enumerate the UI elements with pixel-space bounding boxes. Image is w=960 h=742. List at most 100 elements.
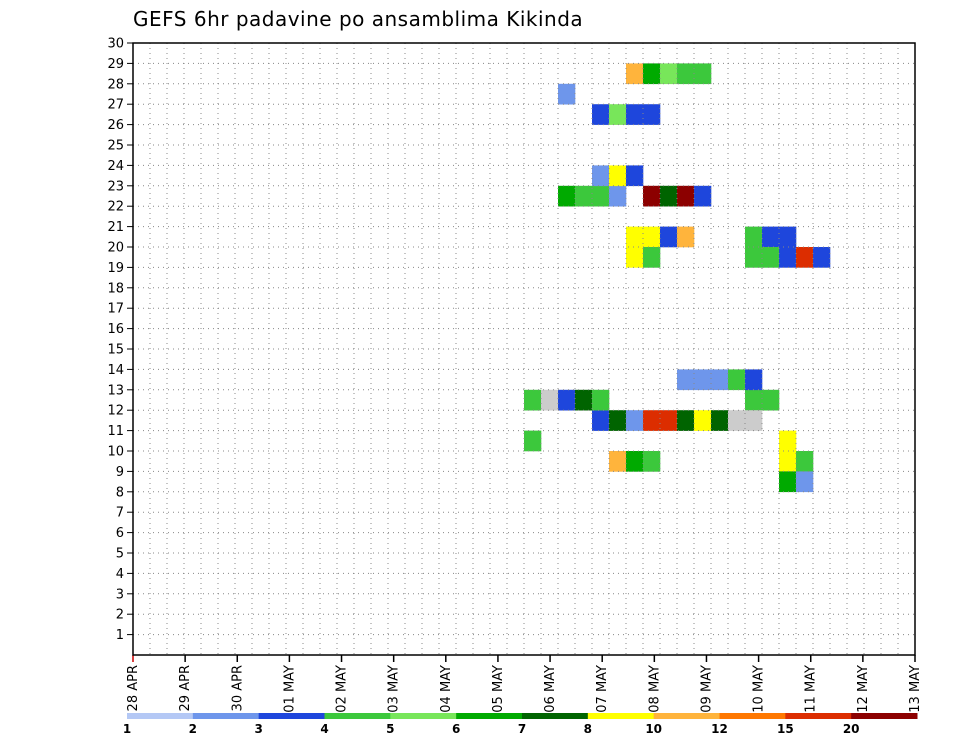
x-tick-label: 30 APR xyxy=(230,665,245,711)
heatmap-cell xyxy=(779,226,797,248)
legend-label: 5 xyxy=(386,722,394,736)
y-tick-label: 1 xyxy=(116,628,124,643)
x-tick-label: 04 MAY xyxy=(439,665,454,713)
heatmap-cell xyxy=(541,389,559,411)
x-tick-label: 08 MAY xyxy=(647,665,662,713)
legend-label: 12 xyxy=(711,722,728,736)
x-tick-label: 02 MAY xyxy=(335,665,350,713)
heatmap-cell xyxy=(592,165,610,187)
heatmap-cell xyxy=(711,369,729,391)
heatmap-cell xyxy=(660,226,678,248)
x-tick-label: 06 MAY xyxy=(543,665,558,713)
y-tick-label: 3 xyxy=(116,587,124,602)
heatmap-cell xyxy=(796,471,814,493)
heatmap-cell xyxy=(643,247,661,268)
heatmap-cells xyxy=(524,63,831,493)
heatmap-cell xyxy=(677,226,695,248)
heatmap-cell xyxy=(643,63,661,85)
x-tick-label: 07 MAY xyxy=(595,665,610,713)
heatmap-cell xyxy=(779,430,797,452)
heatmap-cell xyxy=(626,63,644,85)
heatmap-cell xyxy=(711,410,729,431)
legend-swatch xyxy=(390,713,457,719)
y-tick-label: 25 xyxy=(107,139,124,154)
plot-frame xyxy=(132,42,916,656)
y-axis: 1234567891011121314151617181920212223242… xyxy=(107,37,133,643)
y-tick-label: 30 xyxy=(107,37,124,52)
legend-label: 3 xyxy=(254,722,262,736)
y-tick-label: 13 xyxy=(107,383,124,398)
y-tick-label: 9 xyxy=(116,465,124,480)
y-tick-label: 5 xyxy=(116,547,124,562)
y-tick-label: 12 xyxy=(107,404,124,419)
heatmap-cell xyxy=(745,226,763,248)
heatmap-cell xyxy=(677,410,695,431)
y-tick-label: 7 xyxy=(116,506,124,521)
y-tick-label: 24 xyxy=(107,159,124,174)
heatmap-cell xyxy=(694,369,712,391)
heatmap-cell xyxy=(609,104,627,125)
heatmap-cell xyxy=(558,83,576,105)
y-tick-label: 2 xyxy=(116,608,124,623)
heatmap-cell xyxy=(796,247,814,268)
heatmap-cell xyxy=(745,389,763,411)
heatmap-cell xyxy=(660,63,678,85)
y-tick-label: 11 xyxy=(107,424,124,439)
legend-swatch xyxy=(587,713,655,719)
heatmap-cell xyxy=(592,185,610,207)
heatmap-cell xyxy=(762,247,780,268)
heatmap-cell xyxy=(609,451,627,472)
heatmap-cell xyxy=(609,185,627,207)
heatmap-cell xyxy=(745,247,763,268)
heatmap-cell xyxy=(626,226,644,248)
y-tick-label: 23 xyxy=(107,179,124,194)
y-tick-label: 21 xyxy=(107,220,124,235)
heatmap-cell xyxy=(643,104,661,125)
heatmap-cell xyxy=(626,410,644,431)
legend-swatch xyxy=(851,713,918,719)
y-tick-label: 26 xyxy=(107,118,124,133)
legend-label: 7 xyxy=(518,722,526,736)
legend-label: 4 xyxy=(320,722,328,736)
heatmap-cell xyxy=(745,369,763,391)
heatmap-cell xyxy=(660,185,678,207)
x-tick-label: 05 MAY xyxy=(491,665,506,713)
legend-swatch xyxy=(719,713,786,719)
heatmap-cell xyxy=(592,410,610,431)
heatmap-cell xyxy=(626,451,644,472)
x-tick-label: 09 MAY xyxy=(699,665,714,713)
x-tick-label: 03 MAY xyxy=(387,665,402,713)
heatmap-cell xyxy=(660,410,678,431)
heatmap-cell xyxy=(609,165,627,187)
x-tick-label: 01 MAY xyxy=(282,665,297,713)
y-tick-label: 16 xyxy=(107,322,124,337)
legend-swatch xyxy=(324,713,391,719)
heatmap-cell xyxy=(762,389,780,411)
heatmap-cell xyxy=(779,451,797,472)
heatmap-cell xyxy=(728,410,746,431)
legend-swatch xyxy=(785,713,852,719)
y-tick-label: 18 xyxy=(107,281,124,296)
legend-swatch xyxy=(653,713,720,719)
y-tick-label: 29 xyxy=(107,57,124,72)
legend-label: 15 xyxy=(777,722,794,736)
x-axis: 28 APR 29 APR 30 APR 01 MAY 02 MAY 03 MAY 04 M… xyxy=(126,655,923,713)
heatmap-cell xyxy=(677,185,695,207)
x-tick-label: 29 APR xyxy=(178,665,193,711)
legend-label: 6 xyxy=(452,722,460,736)
legend-label: 8 xyxy=(584,722,592,736)
heatmap-cell xyxy=(524,430,542,452)
chart-title: GEFS 6hr padavine po ansamblima Kikinda xyxy=(133,7,583,31)
y-tick-label: 22 xyxy=(107,200,124,215)
heatmap-cell xyxy=(677,63,695,85)
y-tick-label: 19 xyxy=(107,261,124,276)
legend-swatch xyxy=(456,713,523,719)
y-tick-label: 20 xyxy=(107,241,124,256)
y-tick-label: 14 xyxy=(107,363,124,378)
heatmap-cell xyxy=(558,185,576,207)
heatmap-cell xyxy=(643,185,661,207)
y-tick-label: 15 xyxy=(107,343,124,358)
heatmap-cell xyxy=(626,104,644,125)
heatmap-cell xyxy=(592,389,610,411)
